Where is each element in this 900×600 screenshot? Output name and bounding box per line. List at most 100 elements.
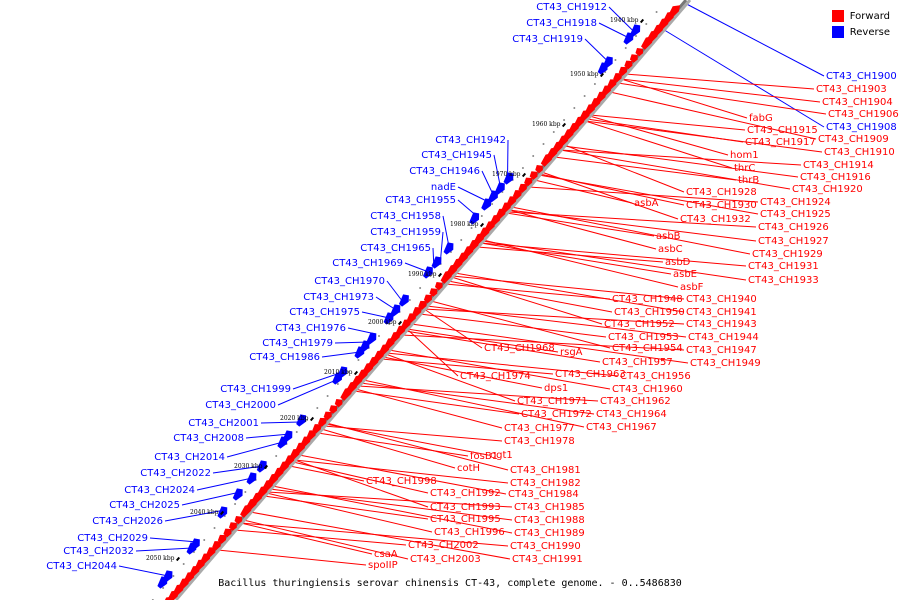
reverse-gene-label[interactable]: CT43_CH1973 (303, 292, 374, 303)
reverse-gene-label[interactable]: CT43_CH1919 (512, 34, 583, 45)
forward-gene-label[interactable]: asbE (673, 269, 697, 280)
reverse-gene-arrow[interactable] (397, 292, 412, 308)
forward-gene-label[interactable]: CT43_CH1920 (792, 184, 863, 195)
reverse-gene-label[interactable]: CT43_CH2029 (77, 533, 148, 544)
reverse-gene-label[interactable]: CT43_CH1900 (826, 71, 897, 82)
forward-gene-label[interactable]: CT43_CH1915 (747, 125, 818, 136)
reverse-gene-arrow[interactable] (184, 540, 199, 556)
forward-gene-label[interactable]: CT43_CH1947 (686, 345, 757, 356)
forward-gene-label[interactable]: CT43_CH1962 (600, 396, 671, 407)
forward-gene-label[interactable]: CT43_CH1992 (430, 488, 501, 499)
forward-gene-label[interactable]: CT43_CH1964 (596, 409, 667, 420)
forward-gene-label[interactable]: CT43_CH1904 (822, 97, 893, 108)
reverse-gene-label[interactable]: CT43_CH1958 (370, 211, 441, 222)
reverse-gene-label[interactable]: CT43_CH1975 (289, 307, 360, 318)
forward-gene-label[interactable]: CT43_CH1982 (510, 478, 581, 489)
forward-gene-label[interactable]: CT43_CH1981 (510, 465, 581, 476)
forward-gene-arrow[interactable] (233, 514, 244, 525)
forward-gene-label[interactable]: CT43_CH1972 (521, 409, 592, 420)
reverse-gene-label[interactable]: CT43_CH2001 (188, 418, 259, 429)
forward-gene-label[interactable]: CT43_CH1925 (760, 209, 831, 220)
forward-gene-arrow[interactable] (623, 58, 635, 70)
forward-gene-label[interactable]: CT43_CH1930 (686, 200, 757, 211)
reverse-gene-label[interactable]: CT43_CH1942 (435, 135, 506, 146)
forward-gene-arrow[interactable] (628, 52, 640, 64)
forward-gene-label[interactable]: CT43_CH1916 (800, 172, 871, 183)
reverse-gene-label[interactable]: CT43_CH2014 (154, 452, 225, 463)
reverse-gene-label[interactable]: CT43_CH2044 (46, 561, 117, 572)
forward-gene-label[interactable]: CT43_CH1985 (514, 502, 585, 513)
forward-gene-label[interactable]: CT43_CH1940 (686, 294, 757, 305)
forward-gene-label[interactable]: hom1 (730, 150, 759, 161)
forward-gene-arrow[interactable] (534, 163, 545, 174)
reverse-gene-label[interactable]: CT43_CH1965 (360, 243, 431, 254)
forward-gene-label[interactable]: CT43_CH1931 (748, 261, 819, 272)
reverse-gene-label[interactable]: CT43_CH1918 (526, 18, 597, 29)
forward-gene-label[interactable]: CT43_CH1909 (818, 134, 889, 145)
forward-gene-label[interactable]: asbF (680, 282, 704, 293)
reverse-gene-label[interactable]: CT43_CH1970 (314, 276, 385, 287)
reverse-gene-label[interactable]: CT43_CH1945 (421, 150, 492, 161)
forward-gene-arrow[interactable] (639, 33, 656, 51)
reverse-gene-label[interactable]: CT43_CH1908 (826, 122, 897, 133)
reverse-gene-label[interactable]: CT43_CH1979 (262, 338, 333, 349)
forward-gene-label[interactable]: asbA (634, 198, 659, 209)
forward-gene-arrow[interactable] (634, 46, 645, 57)
forward-gene-label[interactable]: CT43_CH1917 (745, 137, 816, 148)
forward-gene-label[interactable]: CT43_CH1977 (504, 423, 575, 434)
reverse-gene-label[interactable]: CT43_CH2025 (109, 500, 180, 511)
forward-gene-arrow[interactable] (539, 150, 556, 168)
reverse-gene-label[interactable]: CT43_CH2008 (173, 433, 244, 444)
reverse-gene-arrow[interactable] (381, 310, 396, 326)
forward-gene-label[interactable]: CT43_CH1989 (514, 528, 585, 539)
reverse-gene-arrow[interactable] (330, 370, 345, 386)
forward-gene-label[interactable]: CT43_CH1933 (748, 275, 819, 286)
forward-gene-label[interactable]: CT43_CH1967 (586, 422, 657, 433)
forward-gene-label[interactable]: cotH (457, 463, 480, 474)
reverse-gene-arrow[interactable] (155, 574, 170, 590)
forward-gene-label[interactable]: CT43_CH1926 (758, 222, 829, 233)
forward-gene-label[interactable]: CT43_CH1988 (514, 515, 585, 526)
forward-gene-label[interactable]: CT43_CH1978 (504, 436, 575, 447)
forward-gene-label[interactable]: CT43_CH1929 (752, 249, 823, 260)
forward-gene-label[interactable]: CT43_CH1974 (460, 371, 531, 382)
reverse-gene-label[interactable]: CT43_CH1976 (275, 323, 346, 334)
forward-gene-label[interactable]: asbD (665, 257, 691, 268)
forward-gene-label[interactable]: CT43_CH1941 (686, 307, 757, 318)
forward-gene-label[interactable]: CT43_CH1993 (430, 502, 501, 513)
forward-gene-label[interactable]: CT43_CH1956 (620, 371, 691, 382)
forward-gene-label[interactable]: rsgA (560, 347, 583, 358)
forward-gene-label[interactable]: CT43_CH2003 (410, 554, 481, 565)
forward-gene-label[interactable]: fabG (749, 113, 773, 124)
reverse-gene-label[interactable]: CT43_CH2022 (140, 468, 211, 479)
forward-gene-label[interactable]: ogt1 (490, 450, 513, 461)
reverse-gene-label[interactable]: CT43_CH1955 (385, 195, 456, 206)
forward-gene-label[interactable]: CT43_CH1995 (430, 514, 501, 525)
reverse-gene-label[interactable]: CT43_CH2032 (63, 546, 134, 557)
forward-gene-arrow[interactable] (239, 501, 256, 519)
reverse-gene-arrow[interactable] (595, 60, 610, 76)
forward-gene-label[interactable]: thrB (738, 175, 759, 186)
forward-gene-label[interactable]: CT43_CH1954 (612, 343, 683, 354)
forward-gene-arrow[interactable] (428, 286, 440, 298)
forward-gene-label[interactable]: CT43_CH1924 (760, 197, 831, 208)
reverse-gene-arrow[interactable] (429, 254, 444, 270)
forward-gene-label[interactable]: CT43_CH1952 (604, 319, 675, 330)
forward-gene-arrow[interactable] (339, 384, 356, 402)
forward-gene-arrow[interactable] (222, 526, 234, 538)
forward-gene-label[interactable]: CT43_CH1927 (758, 236, 829, 247)
forward-gene-label[interactable]: fosB1 (470, 451, 498, 462)
forward-gene-arrow[interactable] (528, 169, 540, 181)
forward-gene-label[interactable]: CT43_CH1950 (614, 307, 685, 318)
reverse-gene-label[interactable]: CT43_CH1912 (536, 2, 607, 13)
reverse-gene-arrow[interactable] (275, 434, 290, 450)
forward-gene-label[interactable]: CT43_CH1948 (612, 294, 683, 305)
forward-gene-arrow[interactable] (433, 280, 444, 291)
forward-gene-label[interactable]: CT43_CH1957 (602, 357, 673, 368)
reverse-gene-arrow[interactable] (294, 412, 309, 428)
reverse-gene-label[interactable]: CT43_CH1946 (409, 166, 480, 177)
reverse-gene-arrow[interactable] (254, 458, 269, 474)
forward-gene-label[interactable]: CT43_CH1971 (517, 396, 588, 407)
